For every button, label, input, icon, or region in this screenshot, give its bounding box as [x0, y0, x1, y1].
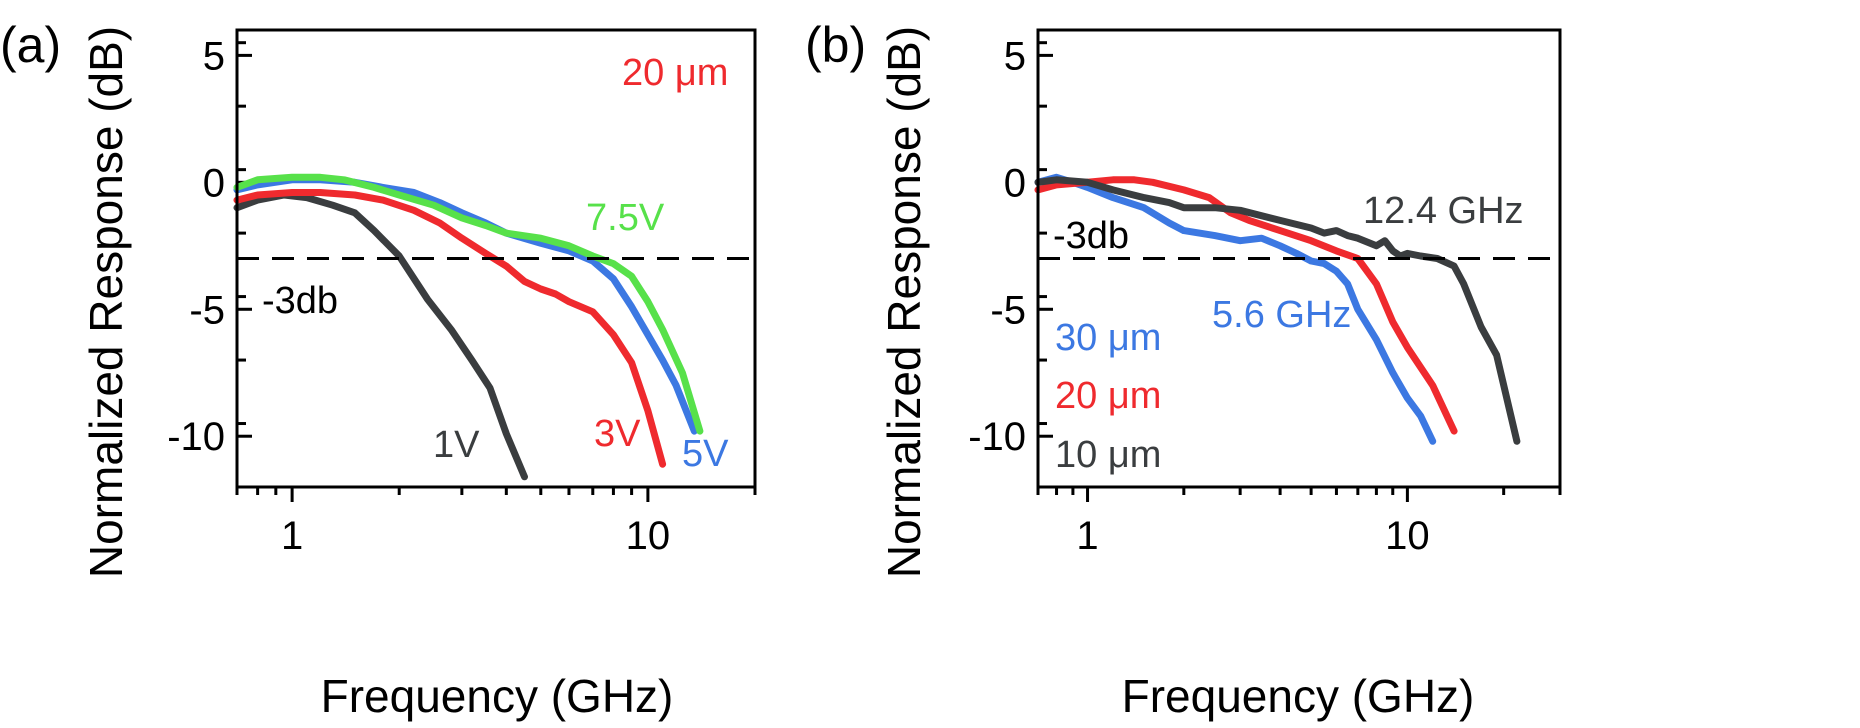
y-tick-label: 5	[1004, 34, 1026, 78]
panel-a-3db-label: -3db	[262, 280, 338, 322]
series-7-5v	[233, 173, 704, 435]
y-tick-label: -10	[968, 415, 1026, 459]
x-tick-label: 10	[626, 514, 671, 558]
panel-b-ticks: 5 0 -5 -10 1 10	[968, 34, 1562, 558]
panel-a-label-3v: 3V	[594, 413, 641, 455]
panel-a-ticks: 5 0 -5 -10 1 10	[167, 34, 757, 558]
panel-a: (a) Normalized Response (dB) Frequency (…	[0, 17, 757, 722]
panel-b: (b) Normalized Response (dB) Frequency (…	[805, 17, 1562, 722]
panel-b-legend-30um: 30 μm	[1055, 317, 1161, 359]
panel-b-series	[1034, 173, 1521, 445]
y-tick-label: -10	[167, 415, 225, 459]
panel-b-3db-label: -3db	[1053, 215, 1129, 257]
y-tick-label: -5	[189, 288, 225, 332]
panel-a-label-7-5v: 7.5V	[586, 197, 665, 239]
panel-a-note-20um: 20 μm	[622, 52, 728, 94]
panel-b-ylabel: Normalized Response (dB)	[878, 26, 930, 578]
y-tick-label: 5	[203, 34, 225, 78]
panel-b-xlabel: Frequency (GHz)	[1122, 670, 1475, 722]
panel-a-label-5v: 5V	[682, 433, 729, 475]
series-30-m	[1034, 173, 1437, 445]
panel-a-label-1v: 1V	[433, 424, 480, 466]
panel-b-label-12-4ghz: 12.4 GHz	[1363, 190, 1524, 232]
y-tick-label: 0	[1004, 161, 1026, 205]
x-tick-label: 1	[1076, 514, 1098, 558]
panel-a-frame	[235, 28, 757, 489]
x-tick-label: 1	[281, 514, 303, 558]
panel-a-ylabel: Normalized Response (dB)	[80, 26, 132, 578]
panel-b-label-5-6ghz: 5.6 GHz	[1212, 294, 1351, 336]
series-1v	[233, 191, 528, 481]
panel-b-label: (b)	[805, 17, 866, 73]
panel-a-xlabel: Frequency (GHz)	[321, 670, 674, 722]
y-tick-label: 0	[203, 161, 225, 205]
panel-a-label: (a)	[0, 17, 61, 73]
x-tick-label: 10	[1385, 514, 1430, 558]
series-10-m	[1034, 176, 1521, 445]
panel-b-frame	[1036, 28, 1562, 489]
series-20-m	[1034, 176, 1458, 435]
panel-b-legend-20um: 20 μm	[1055, 375, 1161, 417]
y-tick-label: -5	[990, 288, 1026, 332]
panel-b-legend-10um: 10 μm	[1055, 434, 1161, 476]
